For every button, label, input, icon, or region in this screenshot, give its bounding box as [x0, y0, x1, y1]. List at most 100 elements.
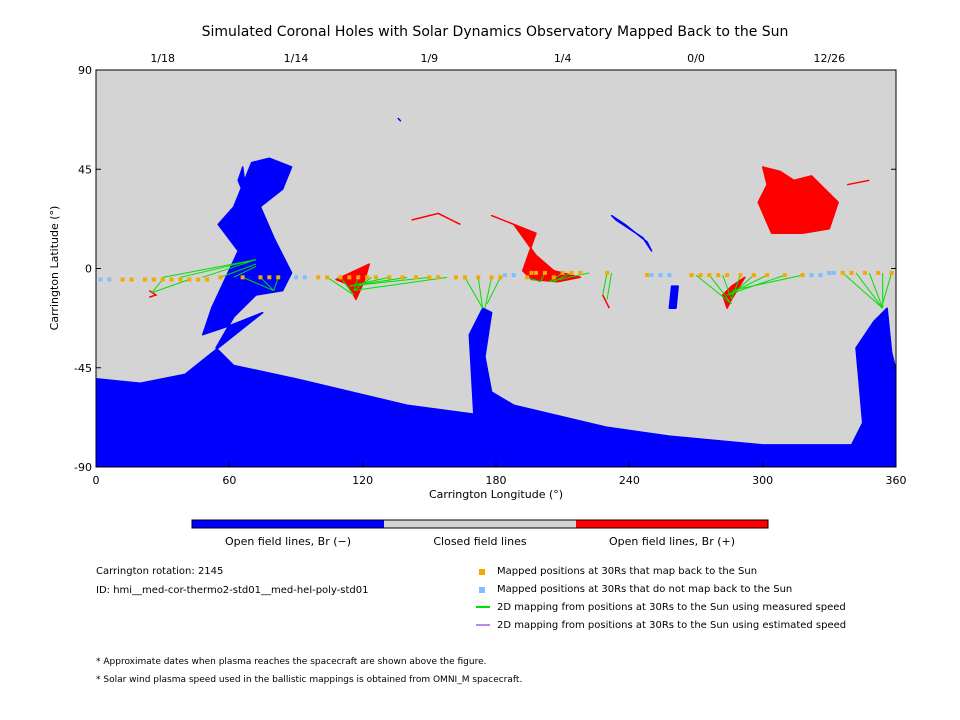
mapped-point-12	[258, 275, 263, 280]
not-mapped-point-4	[502, 273, 507, 278]
x-tick-label-3: 180	[486, 474, 507, 487]
mapped-point-46	[725, 273, 730, 278]
mapping-line-17	[353, 276, 448, 292]
mapped-point-43	[698, 273, 703, 278]
colorbar-label-open-negative: Open field lines, Br (−)	[225, 535, 351, 548]
mapped-point-48	[751, 273, 756, 278]
mapped-point-55	[876, 270, 881, 275]
colorbar-frame	[191, 519, 769, 529]
coronal-hole-positive-6	[602, 294, 610, 309]
date-tick-label-0: 1/18	[150, 52, 175, 65]
mapping-line-41	[882, 272, 893, 304]
legend-estimated-line-swatch	[476, 624, 490, 626]
mapped-point-24	[414, 275, 418, 280]
coronal-hole-negative-0	[96, 157, 896, 467]
mapping-line-2	[162, 259, 257, 278]
mapping-line-3	[180, 259, 257, 278]
date-tick-label-3: 1/4	[554, 52, 572, 65]
coronal-hole-positive-1	[757, 166, 839, 234]
legend-measured-line-label: 2D mapping from positions at 30Rs to the…	[497, 602, 846, 613]
mapped-point-32	[525, 275, 530, 280]
mapping-lines	[151, 259, 893, 309]
y-tick-label-2: 0	[85, 263, 92, 276]
y-tick-label-0: 90	[78, 64, 92, 77]
coronal-hole-negative-1	[237, 166, 248, 204]
not-mapped-point-11	[827, 270, 832, 275]
legend-measured-line-swatch	[476, 606, 490, 608]
x-tick-label-0: 0	[93, 474, 100, 487]
mapped-point-9	[205, 277, 210, 282]
colorbar-open-negative	[192, 520, 384, 528]
coronal-hole-negative-2	[610, 214, 653, 252]
colorbar-open-positive	[576, 520, 768, 528]
mapping-line-8	[260, 276, 275, 291]
mapped-point-20	[365, 275, 370, 280]
mapped-point-18	[347, 275, 352, 280]
mapped-point-27	[454, 275, 458, 280]
not-mapped-point-0	[98, 277, 103, 282]
not-mapped-point-6	[649, 273, 654, 278]
mapped-point-25	[427, 275, 432, 280]
mapped-point-31	[498, 275, 503, 280]
not-mapped-point-10	[818, 273, 823, 278]
not-mapped-point-9	[809, 273, 814, 278]
latitude-axis: 90 45 0 -45 -90	[74, 64, 896, 474]
mapping-line-11	[340, 277, 355, 296]
mapped-point-16	[325, 275, 330, 280]
mapped-point-17	[338, 275, 343, 280]
model-id: ID: hmi__med-cor-thermo2-std01__med-hel-…	[96, 585, 369, 596]
mapped-point-7	[187, 277, 192, 282]
mapped-point-35	[542, 270, 547, 275]
x-tick-label-1: 60	[222, 474, 236, 487]
mapping-line-22	[526, 276, 541, 283]
y-tick-label-4: -90	[74, 461, 92, 474]
mapped-point-34	[534, 270, 538, 275]
mapped-point-37	[560, 270, 565, 275]
legend-not-mapped-swatch	[479, 587, 485, 593]
mapping-line-19	[477, 277, 484, 309]
mapping-line-6	[233, 265, 257, 278]
mapped-point-4	[160, 277, 165, 282]
legend-not-mapped-label: Mapped positions at 30Rs that do not map…	[497, 584, 793, 595]
mapping-line-9	[273, 277, 279, 291]
mapped-point-8	[196, 277, 201, 282]
not-mapped-point-5	[511, 273, 516, 278]
not-mapped-point-7	[658, 273, 663, 278]
mapped-point-3	[151, 277, 156, 282]
x-tick-label-6: 360	[886, 474, 907, 487]
mapped-point-56	[889, 270, 894, 275]
y-tick-label-3: -45	[74, 362, 92, 375]
mapping-line-12	[353, 277, 359, 291]
mapping-line-21	[486, 277, 501, 305]
x-tick-label-5: 300	[752, 474, 773, 487]
mapping-line-20	[484, 277, 493, 309]
colorbar: Open field lines, Br (−) Closed field li…	[191, 519, 769, 548]
coronal-hole-negative-4	[397, 117, 402, 122]
mapping-line-38	[855, 272, 884, 309]
colorbar-closed	[384, 520, 576, 528]
mapped-point-22	[387, 275, 392, 280]
mapped-point-38	[569, 270, 574, 275]
mapping-line-0	[151, 279, 164, 294]
mapping-line-7	[242, 276, 274, 292]
legend-estimated-line-label: 2D mapping from positions at 30Rs to the…	[497, 620, 847, 631]
mapping-line-34	[726, 274, 768, 296]
mapping-line-26	[549, 272, 590, 283]
mapped-point-29	[476, 275, 481, 280]
mapped-point-14	[276, 275, 281, 280]
y-tick-label-1: 45	[78, 163, 92, 176]
mapped-point-11	[240, 275, 245, 280]
legend-mapped-swatch	[479, 569, 485, 575]
mapped-point-44	[707, 273, 712, 278]
mapping-line-18	[464, 277, 484, 309]
mapped-point-23	[400, 275, 405, 280]
mapping-line-29	[695, 274, 732, 305]
mapping-line-28	[606, 272, 613, 300]
mapped-point-21	[374, 275, 378, 280]
mapped-point-2	[142, 277, 147, 282]
mapped-point-41	[645, 273, 650, 278]
mapped-point-52	[840, 270, 845, 275]
mapping-line-4	[202, 259, 257, 278]
mapping-line-10	[326, 276, 355, 296]
